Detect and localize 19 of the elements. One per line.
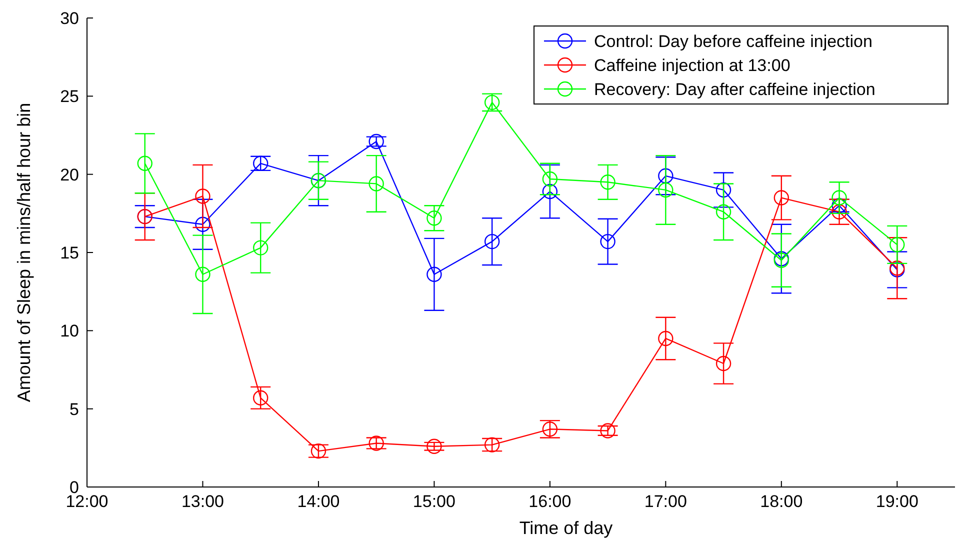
x-tick-label: 19:00	[876, 492, 918, 511]
y-tick-label: 10	[60, 322, 79, 341]
y-tick-label: 15	[60, 244, 79, 262]
x-tick-label: 12:00	[66, 492, 108, 511]
y-tick-label: 5	[70, 400, 79, 419]
x-tick-label: 15:00	[412, 492, 456, 511]
x-tick-label: 13:00	[181, 492, 224, 511]
x-axis-title: Time of day	[519, 518, 613, 538]
x-tick-label: 17:00	[644, 492, 687, 511]
y-tick-label: 20	[60, 165, 79, 184]
x-tick-label: 18:00	[760, 492, 803, 511]
x-tick-label: 14:00	[297, 492, 340, 511]
legend-label: Caffeine injection at 13:00	[594, 56, 790, 75]
legend-label: Recovery: Day after caffeine injection	[594, 80, 876, 99]
x-tick-label: 16:00	[528, 492, 572, 511]
y-tick-label: 30	[60, 9, 79, 28]
y-tick-label: 25	[60, 87, 79, 106]
legend-label: Control: Day before caffeine injection	[594, 32, 872, 51]
y-axis-title: Amount of Sleep in mins/half hour bin	[14, 102, 34, 402]
